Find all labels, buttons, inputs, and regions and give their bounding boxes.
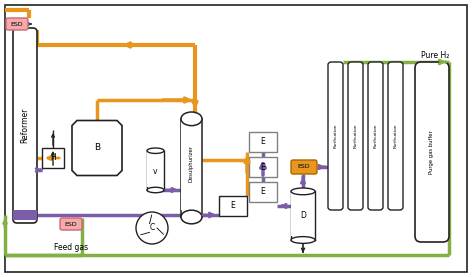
FancyBboxPatch shape <box>6 18 28 30</box>
Ellipse shape <box>291 237 315 243</box>
Ellipse shape <box>147 148 164 153</box>
Bar <box>42 148 64 168</box>
Text: Feed gas: Feed gas <box>54 243 88 253</box>
Bar <box>182 119 201 210</box>
Text: ESD: ESD <box>64 222 77 227</box>
Bar <box>350 65 361 125</box>
FancyBboxPatch shape <box>60 218 82 230</box>
Bar <box>370 145 381 208</box>
Text: Purification: Purification <box>393 124 398 148</box>
Ellipse shape <box>291 188 315 195</box>
Ellipse shape <box>181 210 202 224</box>
Text: Purification: Purification <box>334 124 337 148</box>
Text: E: E <box>261 163 265 171</box>
Bar <box>390 145 401 208</box>
Ellipse shape <box>147 187 164 193</box>
Bar <box>330 65 341 125</box>
Text: C: C <box>149 224 155 232</box>
Bar <box>390 65 401 125</box>
FancyBboxPatch shape <box>415 62 449 242</box>
FancyBboxPatch shape <box>13 28 37 223</box>
Text: ESD: ESD <box>11 22 23 27</box>
FancyBboxPatch shape <box>368 62 383 210</box>
Bar <box>181 119 202 217</box>
Text: Purification: Purification <box>354 124 357 148</box>
Text: v: v <box>153 166 158 176</box>
Bar <box>370 65 381 125</box>
Text: H: H <box>50 153 56 163</box>
Text: Desulphurizer: Desulphurizer <box>189 145 194 183</box>
FancyBboxPatch shape <box>328 62 343 210</box>
Text: E: E <box>231 201 236 211</box>
Bar <box>147 151 164 190</box>
Bar <box>219 196 247 216</box>
Text: Pure H₂: Pure H₂ <box>421 50 449 60</box>
Bar <box>291 191 315 240</box>
Bar <box>330 145 341 208</box>
Text: E: E <box>261 188 265 196</box>
Text: Purge gas buffer: Purge gas buffer <box>429 130 435 174</box>
Ellipse shape <box>181 112 202 126</box>
Polygon shape <box>72 120 122 176</box>
Text: E: E <box>261 137 265 147</box>
Text: Purification: Purification <box>374 124 377 148</box>
FancyBboxPatch shape <box>348 62 363 210</box>
Bar <box>249 157 277 177</box>
Bar <box>147 151 164 187</box>
Text: Reformer: Reformer <box>20 107 29 143</box>
FancyBboxPatch shape <box>291 160 317 174</box>
Text: D: D <box>300 211 306 219</box>
FancyBboxPatch shape <box>388 62 403 210</box>
Text: B: B <box>94 143 100 153</box>
Bar <box>350 145 361 208</box>
Bar <box>249 182 277 202</box>
Circle shape <box>136 212 168 244</box>
Bar <box>13 210 37 220</box>
Bar <box>249 132 277 152</box>
Bar <box>292 192 315 236</box>
Text: ESD: ESD <box>298 165 310 170</box>
